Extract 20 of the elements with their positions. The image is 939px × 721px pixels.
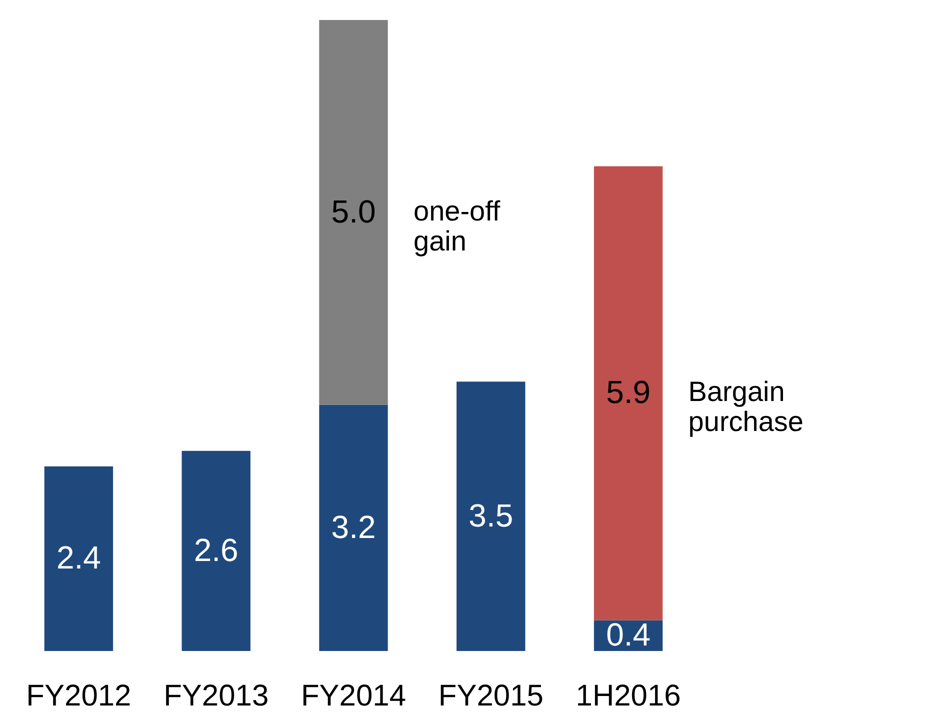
data-label: 5.0 — [331, 193, 376, 230]
data-label: 2.4 — [56, 540, 101, 576]
bar — [319, 20, 388, 405]
x-tick-label: FY2012 — [26, 680, 132, 712]
x-tick-label: FY2013 — [164, 680, 269, 712]
data-label: 2.6 — [194, 532, 238, 568]
x-tick-label: FY2014 — [300, 680, 406, 712]
bar — [182, 450, 250, 651]
bar — [456, 382, 526, 651]
annotation: one-off gain — [414, 195, 500, 256]
bar — [594, 166, 663, 620]
x-tick-label: FY2015 — [438, 680, 544, 712]
data-label: 5.9 — [606, 374, 651, 410]
data-label: 3.5 — [468, 497, 514, 534]
bar — [44, 466, 114, 651]
data-label: 3.2 — [331, 508, 376, 545]
bar — [319, 404, 388, 651]
annotation: Bargain purchase — [688, 376, 804, 438]
data-label: 0.4 — [606, 616, 651, 653]
x-tick-label: 1H2016 — [576, 680, 681, 712]
